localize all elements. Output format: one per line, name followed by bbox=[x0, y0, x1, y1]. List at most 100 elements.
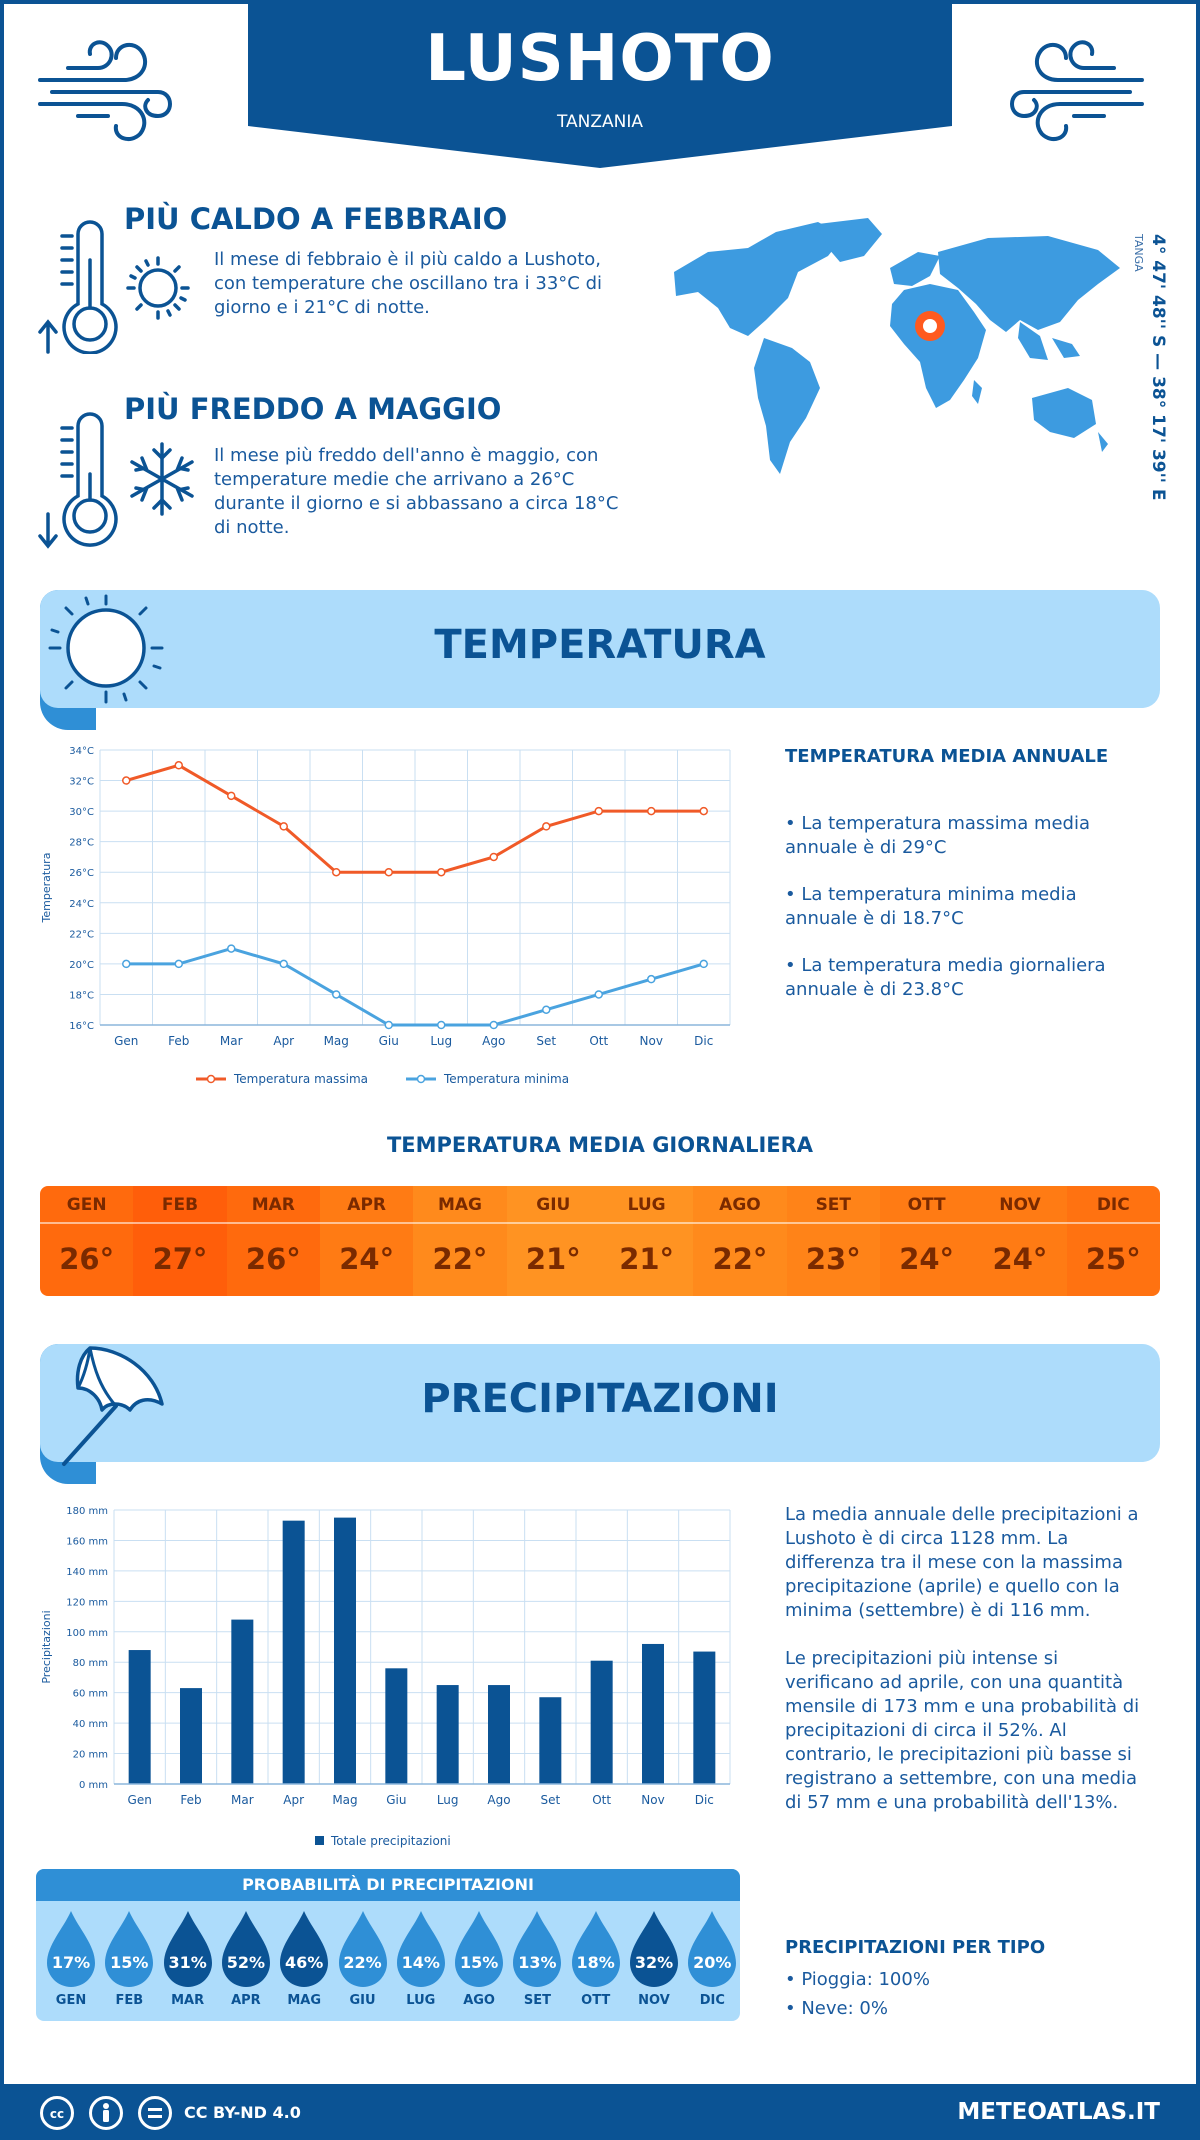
daily-avg-cell: GIU 21° bbox=[506, 1186, 600, 1296]
x-tick-label: Nov bbox=[640, 1034, 663, 1048]
data-point bbox=[279, 822, 288, 831]
x-tick-label: Feb bbox=[168, 1034, 189, 1048]
x-tick-label: Gen bbox=[114, 1034, 138, 1048]
probability-drop: 14% LUG bbox=[392, 1909, 450, 2008]
daily-avg-strip: GEN 26° FEB 27° MAR 26° APR 24° MAG 22° GIU 21° LUG 2… bbox=[40, 1186, 1160, 1296]
y-tick-label: 60 mm bbox=[73, 1689, 108, 1700]
data-point bbox=[437, 1020, 446, 1030]
legend-item: Temperatura massima bbox=[196, 1072, 368, 1086]
data-point bbox=[384, 1020, 393, 1030]
temperature-title: TEMPERATURA bbox=[434, 622, 766, 668]
y-tick-label: 34°C bbox=[69, 746, 94, 757]
annual-temp-avg: • La temperatura media giornaliera annua… bbox=[785, 955, 1106, 1000]
precip-bar bbox=[385, 1668, 408, 1784]
daily-avg-value: 24° bbox=[899, 1242, 955, 1276]
x-tick-label: Mar bbox=[220, 1034, 243, 1048]
daily-avg-value: 26° bbox=[59, 1242, 115, 1276]
probability-value: 32% bbox=[634, 1953, 674, 1972]
data-point bbox=[279, 959, 288, 969]
y-tick-label: 24°C bbox=[69, 899, 94, 910]
coldest-text: Il mese più freddo dell'anno è maggio, c… bbox=[214, 445, 619, 538]
daily-avg-month: AGO bbox=[693, 1186, 787, 1224]
data-point bbox=[542, 1005, 551, 1014]
warmest-title: PIÙ CALDO A FEBBRAIO bbox=[124, 202, 508, 236]
svg-text:cc: cc bbox=[50, 2107, 64, 2121]
probability-value: 14% bbox=[401, 1953, 440, 1972]
probability-month: LUG bbox=[406, 1993, 436, 2008]
probability-drop: 22% GIU bbox=[334, 1909, 392, 2008]
x-tick-label: Set bbox=[540, 1793, 560, 1807]
data-point bbox=[174, 959, 183, 969]
probability-value: 15% bbox=[110, 1953, 149, 1972]
precip-bar bbox=[282, 1520, 305, 1784]
probability-drop: 15% FEB bbox=[100, 1909, 158, 2008]
legend-label: Temperatura minima bbox=[443, 1072, 569, 1086]
x-tick-label: Gen bbox=[128, 1793, 152, 1807]
x-tick-label: Dic bbox=[695, 1793, 714, 1807]
annual-temp-max: • La temperatura massima media annuale è… bbox=[785, 813, 1091, 858]
probability-drop: 13% SET bbox=[508, 1909, 566, 2008]
daily-avg-cell: GEN 26° bbox=[40, 1186, 134, 1296]
thermometer-cold-icon bbox=[38, 412, 194, 549]
daily-avg-cell: NOV 24° bbox=[973, 1186, 1067, 1296]
x-tick-label: Mag bbox=[332, 1793, 357, 1807]
daily-avg-value: 25° bbox=[1085, 1242, 1141, 1276]
daily-avg-month: APR bbox=[319, 1186, 414, 1224]
region-label: TANGA bbox=[1132, 234, 1145, 272]
site-name[interactable]: METEOATLAS.IT bbox=[957, 2099, 1160, 2125]
probability-drop: 20% DIC bbox=[683, 1909, 740, 2008]
y-tick-label: 22°C bbox=[69, 929, 94, 940]
data-point bbox=[647, 974, 656, 984]
probability-drop: 31% MAR bbox=[159, 1909, 217, 2008]
coldest-title: PIÙ FREDDO A MAGGIO bbox=[124, 392, 502, 426]
y-tick-label: 28°C bbox=[69, 838, 94, 849]
y-tick-label: 40 mm bbox=[73, 1719, 108, 1730]
data-point bbox=[122, 959, 131, 969]
x-tick-label: Feb bbox=[180, 1793, 201, 1807]
precip-bar bbox=[590, 1660, 613, 1784]
y-tick-label: 140 mm bbox=[66, 1567, 108, 1578]
warmest-text: Il mese di febbraio è il più caldo a Lus… bbox=[214, 249, 603, 318]
probability-value: 46% bbox=[285, 1953, 324, 1972]
x-tick-label: Giu bbox=[386, 1793, 406, 1807]
daily-avg-month: GIU bbox=[506, 1186, 600, 1224]
probability-month: FEB bbox=[115, 1993, 144, 2008]
y-tick-label: 18°C bbox=[69, 990, 94, 1001]
daily-avg-month: OTT bbox=[879, 1186, 974, 1224]
daily-avg-month: DIC bbox=[1066, 1186, 1160, 1224]
daily-avg-month: MAR bbox=[226, 1186, 320, 1224]
precip-bar bbox=[539, 1697, 562, 1784]
data-point bbox=[384, 867, 393, 877]
legend-item: Temperatura minima bbox=[406, 1072, 569, 1086]
daily-avg-title: TEMPERATURA MEDIA GIORNALIERA bbox=[386, 1133, 814, 1157]
x-tick-label: Set bbox=[536, 1034, 556, 1048]
probability-value: 18% bbox=[576, 1953, 615, 1972]
city-title: LUSHOTO bbox=[425, 22, 775, 96]
series-line-max bbox=[125, 763, 704, 874]
data-point bbox=[332, 867, 341, 877]
probability-month: APR bbox=[231, 1993, 261, 2008]
thermometer-hot-icon bbox=[38, 220, 190, 354]
data-point bbox=[227, 944, 236, 953]
y-tick-label: 180 mm bbox=[66, 1506, 108, 1517]
probability-month: NOV bbox=[638, 1993, 670, 2008]
probability-drop: 15% AGO bbox=[450, 1909, 508, 2008]
y-tick-label: 26°C bbox=[69, 868, 94, 879]
temperature-chart: 16°C 18°C 20°C 22°C 24°C 26°C 28°C 30°C 32°C 34°C… bbox=[40, 746, 731, 1086]
x-tick-label: Nov bbox=[641, 1793, 664, 1807]
data-point bbox=[437, 867, 446, 877]
no-derivatives-icon bbox=[138, 2096, 172, 2130]
daily-avg-cell: LUG 21° bbox=[599, 1186, 694, 1296]
x-tick-label: Apr bbox=[273, 1034, 294, 1048]
data-point bbox=[542, 822, 551, 831]
probability-drop: 18% OTT bbox=[567, 1909, 625, 2008]
legend-swatch bbox=[315, 1836, 324, 1845]
legend-label: Totale precipitazioni bbox=[330, 1834, 451, 1848]
daily-avg-cell: MAR 26° bbox=[226, 1186, 320, 1296]
wind-icon bbox=[38, 40, 172, 142]
probability-month: MAR bbox=[171, 1993, 205, 2008]
x-tick-label: Lug bbox=[437, 1793, 459, 1807]
y-axis-label: Temperatura bbox=[40, 853, 53, 924]
data-point bbox=[122, 776, 131, 785]
legend-item: Totale precipitazioni bbox=[315, 1834, 451, 1848]
